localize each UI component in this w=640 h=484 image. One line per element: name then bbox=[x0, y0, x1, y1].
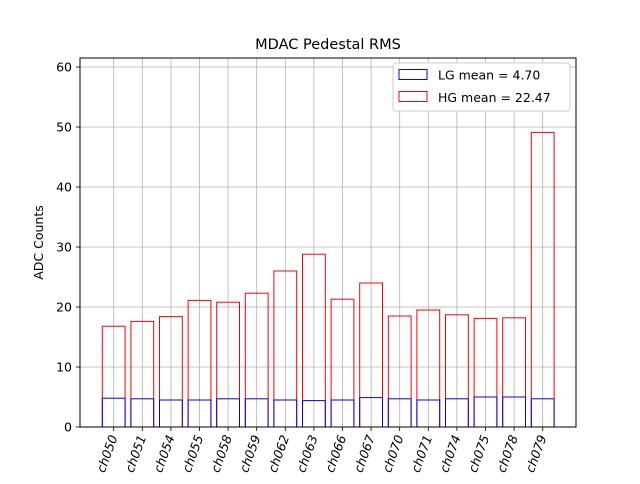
y-tick-label: 10 bbox=[56, 360, 72, 375]
y-tick-label: 30 bbox=[56, 240, 72, 255]
plot-area bbox=[80, 58, 576, 427]
plot-frame bbox=[79, 57, 577, 428]
legend-swatch-hg bbox=[398, 91, 428, 102]
legend-label-lg: LG mean = 4.70 bbox=[438, 68, 540, 83]
y-axis-label: ADC Counts bbox=[31, 205, 46, 280]
y-tick-label: 60 bbox=[56, 60, 72, 75]
y-axis: 0 10 20 30 40 50 60 bbox=[56, 60, 80, 435]
y-tick-label: 0 bbox=[64, 420, 72, 435]
y-tick-label: 20 bbox=[56, 300, 72, 315]
legend-swatch-lg bbox=[398, 69, 428, 80]
legend: LG mean = 4.70 HG mean = 22.47 bbox=[392, 62, 571, 112]
legend-box bbox=[392, 62, 571, 112]
legend-label-hg: HG mean = 22.47 bbox=[438, 90, 551, 105]
y-tick-label: 40 bbox=[56, 180, 72, 195]
grid-layer bbox=[80, 58, 576, 428]
y-tick-label: 50 bbox=[56, 120, 72, 135]
chart-title: MDAC Pedestal RMS bbox=[255, 37, 401, 53]
